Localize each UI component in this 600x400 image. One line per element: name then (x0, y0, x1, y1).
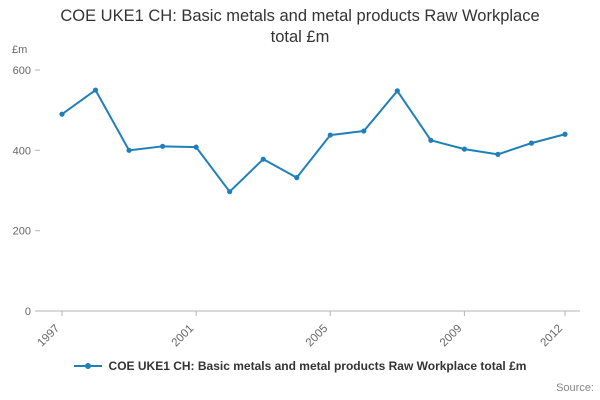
svg-text:600: 600 (13, 65, 31, 77)
svg-text:400: 400 (13, 145, 31, 157)
source-label: Source: (556, 382, 594, 394)
legend-line-marker-icon (73, 363, 102, 369)
svg-text:2009: 2009 (438, 323, 465, 350)
svg-text:200: 200 (13, 226, 31, 238)
line-chart: 0 200 400 600 1997 2001 2005 2009 2012 (13, 65, 580, 350)
svg-text:2001: 2001 (170, 323, 197, 350)
legend-label: COE UKE1 CH: Basic metals and metal prod… (108, 359, 527, 373)
svg-text:2012: 2012 (539, 323, 566, 350)
svg-text:1997: 1997 (36, 323, 63, 350)
svg-text:0: 0 (25, 306, 31, 318)
svg-text:2005: 2005 (304, 323, 331, 350)
y-axis-unit-label: £m (12, 44, 28, 56)
legend-item[interactable]: COE UKE1 CH: Basic metals and metal prod… (0, 359, 600, 373)
chart-title: COE UKE1 CH: Basic metals and metal prod… (60, 7, 540, 47)
